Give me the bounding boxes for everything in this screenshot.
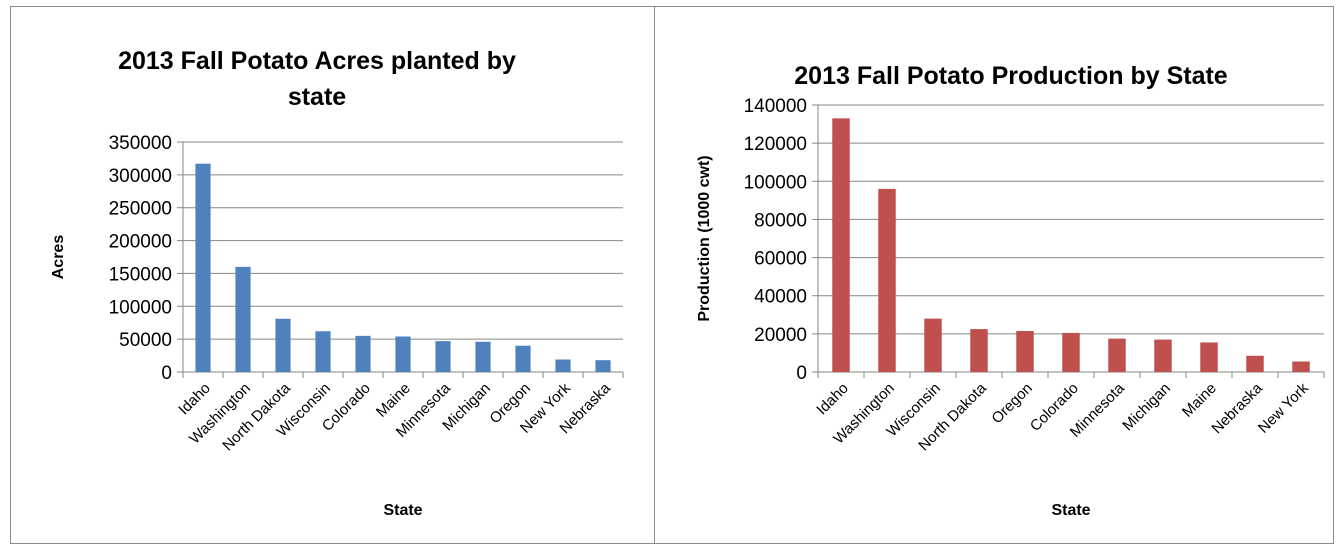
bar-maine <box>1200 342 1218 372</box>
acres-chart: 2013 Fall Potato Acres planted by state 0 5… <box>50 47 624 519</box>
y-tick-label: 250000 <box>109 199 172 220</box>
bar-washington <box>878 188 896 372</box>
x-tick-label: Michigan <box>1119 380 1173 434</box>
bar-new-york <box>1292 361 1310 372</box>
y-tick-label: 120000 <box>744 134 807 155</box>
bar-colorado <box>355 335 371 372</box>
chart-title: 2013 Fall Potato Production by State <box>794 62 1228 90</box>
chart-title: state <box>288 83 346 111</box>
y-tick-label: 0 <box>161 363 172 384</box>
y-tick-label: 150000 <box>109 264 172 285</box>
bar-maine <box>395 336 411 372</box>
bar-colorado <box>1062 332 1080 372</box>
bar-minnesota <box>435 341 451 372</box>
y-axis-title: Production (1000 cwt) <box>696 155 713 321</box>
y-tick-label: 100000 <box>109 297 172 318</box>
y-tick-label: 350000 <box>109 133 172 154</box>
y-tick-label: 60000 <box>754 249 807 270</box>
x-axis-title: State <box>1051 502 1090 519</box>
bar-north-dakota <box>970 329 988 372</box>
acres-chart-panel: 2013 Fall Potato Acres planted by state 0 5… <box>10 6 655 544</box>
y-tick-label: 100000 <box>744 172 807 193</box>
x-axis-title: State <box>383 502 422 519</box>
y-tick-label: 200000 <box>109 232 172 253</box>
bar-nebraska <box>1246 355 1264 372</box>
bar-idaho <box>195 163 211 372</box>
bar-oregon <box>1016 330 1034 372</box>
y-tick-label: 0 <box>796 363 807 384</box>
bar-north-dakota <box>275 318 291 372</box>
y-tick-label: 140000 <box>744 96 807 117</box>
bar-wisconsin <box>315 331 331 372</box>
bar-wisconsin <box>924 318 942 372</box>
bar-michigan <box>1154 339 1172 372</box>
chart-title: 2013 Fall Potato Acres planted by <box>118 47 516 75</box>
y-tick-label: 50000 <box>119 330 172 351</box>
x-tick-label: New York <box>1255 379 1312 436</box>
y-axis-title: Acres <box>50 235 67 280</box>
bar-oregon <box>515 345 531 372</box>
x-tick-label: Idaho <box>813 380 852 419</box>
bar-nebraska <box>595 360 611 372</box>
bar-washington <box>235 266 251 372</box>
y-tick-label: 300000 <box>109 166 172 187</box>
y-tick-label: 20000 <box>754 325 807 346</box>
bar-idaho <box>832 118 850 372</box>
bar-minnesota <box>1108 338 1126 372</box>
bar-michigan <box>475 341 491 372</box>
bar-new-york <box>555 359 571 372</box>
y-tick-label: 80000 <box>754 210 807 231</box>
production-chart-panel: 2013 Fall Potato Production by State 0 200… <box>654 6 1334 544</box>
y-tick-label: 40000 <box>754 287 807 308</box>
x-tick-label: Maine <box>1179 380 1220 421</box>
production-chart: 2013 Fall Potato Production by State 0 200… <box>696 62 1325 519</box>
